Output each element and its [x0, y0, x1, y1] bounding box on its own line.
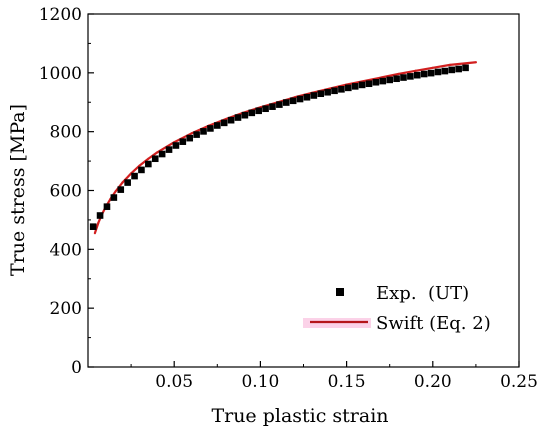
exp-data-point	[393, 75, 400, 83]
swift-fit-series	[93, 61, 477, 235]
exp-data-point	[441, 67, 449, 75]
y-tick-label: 400	[50, 240, 82, 260]
exp-data-point	[89, 223, 97, 230]
x-tick-label: 0.10	[241, 372, 279, 392]
y-tick-label: 800	[50, 123, 82, 143]
y-axis-title: True stress [MPa]	[7, 104, 29, 276]
legend-marker-exp	[336, 288, 344, 296]
x-tick-label: 0.05	[155, 372, 193, 392]
exp-data-point	[117, 186, 125, 193]
swift-line-segment	[431, 63, 452, 69]
exp-data-point	[420, 70, 428, 78]
exp-data-point	[303, 93, 311, 101]
exp-data-point	[220, 119, 228, 127]
exp-data-point	[103, 203, 111, 210]
y-tick-label: 200	[50, 299, 82, 319]
exp-data-point	[255, 107, 262, 115]
exp-data-point	[193, 131, 200, 138]
exp-data-point	[386, 76, 393, 84]
exp-data-point	[407, 73, 414, 80]
x-tick-label: 0.25	[500, 372, 538, 392]
exp-data-point	[345, 84, 352, 92]
exp-data-point	[338, 86, 345, 93]
exp-data-point	[186, 134, 194, 142]
swift-line-segment	[379, 72, 400, 79]
swift-line-segment	[138, 157, 150, 167]
exp-data-point	[413, 71, 421, 79]
exp-data-point	[372, 78, 380, 86]
x-axis-title: True plastic strain	[211, 405, 388, 427]
exp-data-point	[96, 212, 104, 219]
exp-data-point	[276, 101, 283, 108]
swift-line-segment	[397, 69, 417, 76]
x-tick-label: 0.15	[328, 372, 366, 392]
exp-data-point	[172, 142, 180, 149]
exp-data-point	[427, 69, 435, 77]
y-tick-label: 1200	[39, 5, 82, 25]
exp-data-point	[207, 125, 214, 132]
exp-data-point	[317, 90, 325, 98]
exp-data-point	[296, 95, 304, 103]
exp-data-point	[282, 99, 290, 106]
swift-line-segment	[93, 221, 100, 235]
exp-data-point	[179, 138, 187, 145]
legend-label-exp: Exp. (UT)	[376, 283, 469, 304]
legend: Exp. (UT) Swift (Eq. 2)	[303, 283, 491, 334]
exp-data-point	[227, 116, 235, 124]
plot-frame	[87, 13, 520, 368]
exp-data-point	[138, 166, 145, 174]
exp-data-point	[200, 128, 207, 135]
exp-data-point	[289, 97, 297, 105]
exp-data-point	[400, 74, 407, 81]
swift-line-segment	[448, 61, 477, 66]
data-series	[89, 61, 477, 235]
exp-ut-series	[89, 64, 469, 230]
exp-data-point	[434, 68, 442, 76]
legend-label-swift: Swift (Eq. 2)	[376, 313, 491, 334]
exp-data-point	[310, 92, 318, 99]
exp-data-point	[158, 150, 166, 158]
exp-data-point	[145, 160, 152, 168]
exp-data-point	[269, 103, 276, 110]
y-tick-label: 600	[50, 182, 82, 202]
exp-data-point	[351, 83, 359, 90]
swift-line-segment	[414, 66, 434, 72]
exp-data-point	[331, 87, 338, 95]
exp-data-point	[124, 179, 131, 186]
y-axis-ticks: 0 200 400 600 800 1000 1200	[39, 5, 94, 378]
exp-data-point	[262, 105, 269, 113]
exp-data-point	[448, 66, 456, 74]
exp-data-point	[131, 172, 138, 180]
exp-data-point	[151, 155, 159, 163]
exp-data-point	[165, 146, 173, 153]
exp-data-point	[110, 194, 118, 201]
swift-line-segment	[121, 172, 133, 184]
exp-data-point	[462, 64, 469, 72]
x-tick-label: 0.20	[414, 372, 452, 392]
exp-data-point	[365, 80, 373, 88]
exp-data-point	[214, 122, 221, 129]
exp-data-point	[241, 111, 249, 119]
exp-data-point	[358, 81, 366, 89]
exp-data-point	[379, 77, 387, 85]
exp-data-point	[324, 88, 331, 96]
x-axis-ticks: 0.05 0.10 0.15 0.20 0.25	[130, 361, 538, 392]
exp-data-point	[248, 109, 256, 117]
exp-data-point	[455, 65, 462, 73]
y-tick-label: 1000	[39, 64, 82, 84]
exp-data-point	[234, 114, 242, 121]
y-tick-label: 0	[71, 358, 82, 378]
